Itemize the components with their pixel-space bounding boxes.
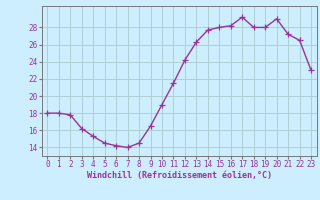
X-axis label: Windchill (Refroidissement éolien,°C): Windchill (Refroidissement éolien,°C) [87,171,272,180]
